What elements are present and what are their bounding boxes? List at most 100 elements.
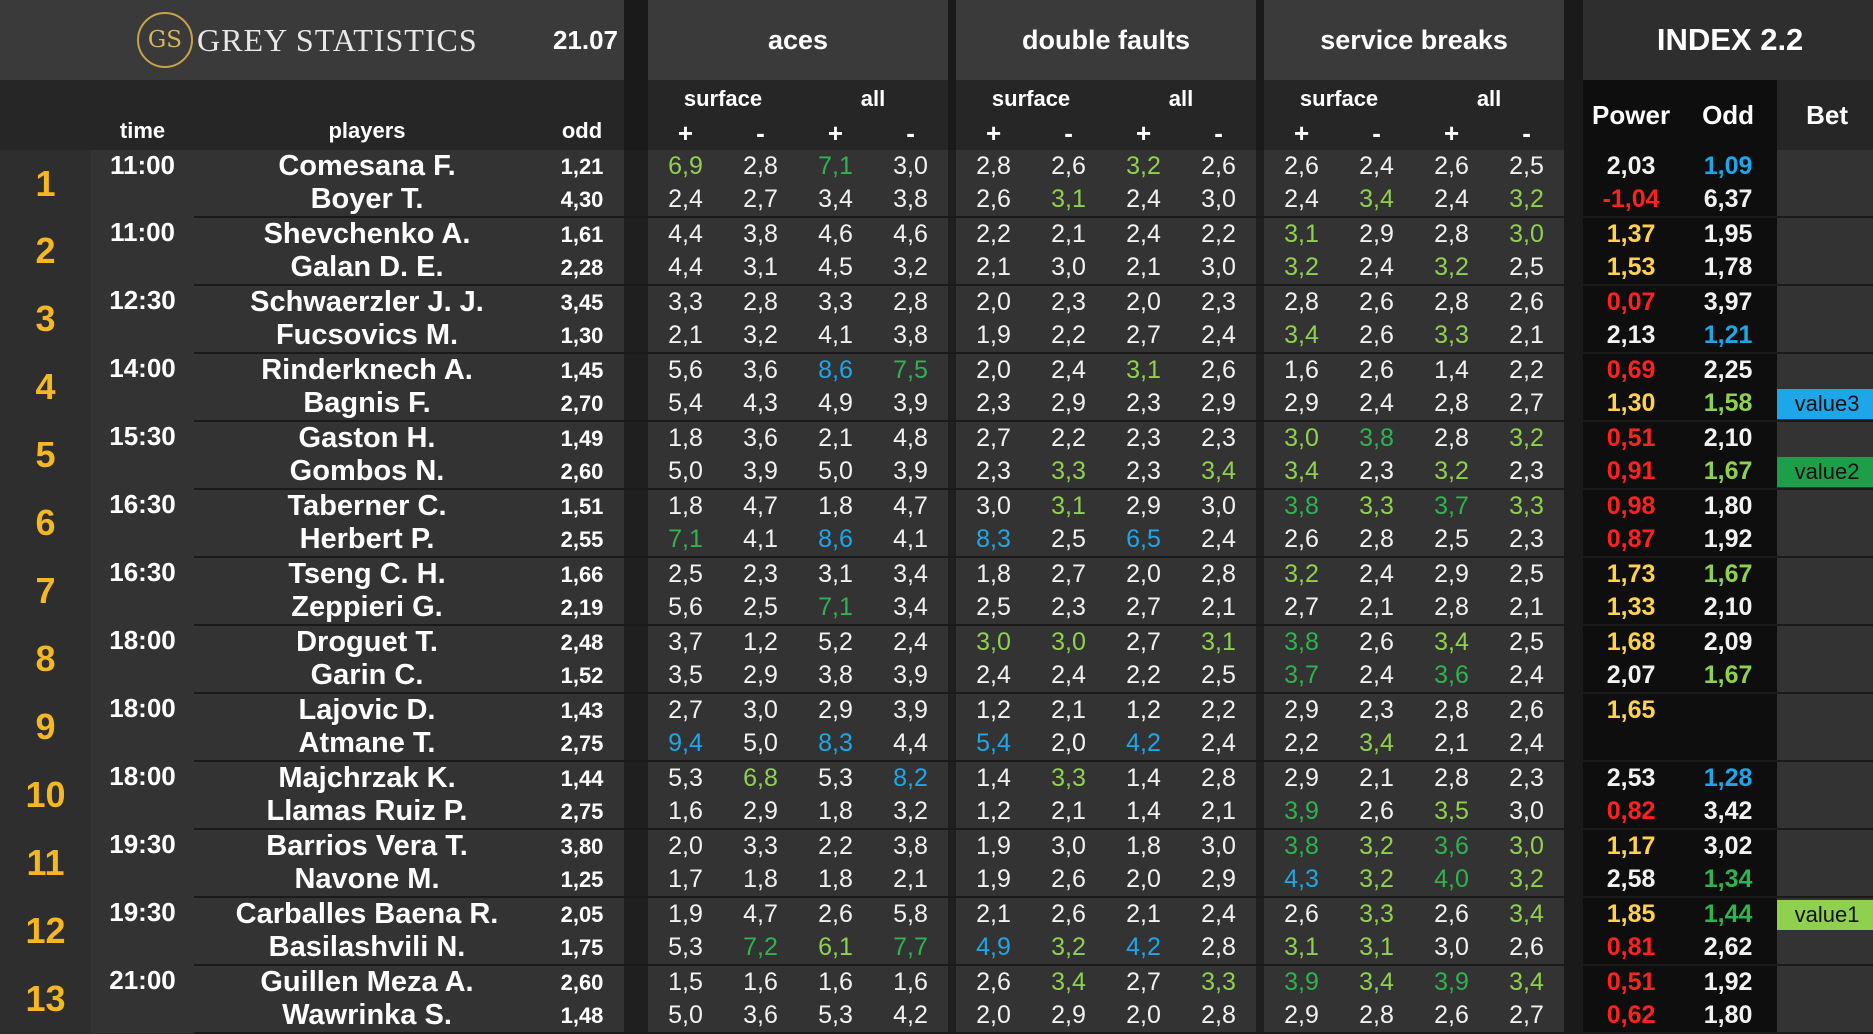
player-name: Comesana F. [194, 150, 541, 183]
col-odd: odd [540, 80, 625, 150]
match-number: 3 [0, 285, 91, 353]
stat-cell: 2,5 [1489, 625, 1565, 659]
stat-cell: 1,6 [648, 795, 724, 830]
stat-cell: 4,4 [648, 217, 724, 251]
player-name: Carballes Baena R. [194, 897, 541, 931]
stat-cell: 2,0 [956, 285, 1032, 319]
stat-cell: 2,5 [1489, 557, 1565, 591]
stat-cell: 2,4 [873, 625, 949, 659]
player-name: Garin C. [194, 659, 541, 694]
stat-cell: 3,3 [1489, 489, 1565, 523]
plus-label: + [956, 117, 1032, 150]
player-name: Shevchenko A. [194, 217, 541, 251]
bet-cell [1777, 285, 1873, 319]
stat-cell: 3,1 [1264, 931, 1340, 966]
player-odd: 2,75 [540, 795, 625, 830]
table-row: Herbert P. 2,55 7,1 4,1 8,6 4,1 8,3 2,5 6,5 2,4 2,… [0, 523, 1873, 558]
stat-cell: 2,7 [1106, 319, 1182, 354]
stat-cell: 2,5 [1489, 150, 1565, 183]
stat-cell: 3,2 [1489, 183, 1565, 218]
stat-cell: 3,5 [1414, 795, 1490, 830]
stat-cell: 3,3 [1339, 897, 1415, 931]
stat-cell: 4,4 [873, 727, 949, 762]
index-odd-value: 1,58 [1679, 387, 1778, 422]
player-odd: 4,30 [540, 183, 625, 218]
stat-cell: 2,1 [1031, 693, 1107, 727]
stat-cell: 2,8 [723, 285, 799, 319]
stat-cell: 2,6 [1031, 150, 1107, 183]
stat-cell: 2,4 [1339, 251, 1415, 286]
stat-cell: 2,1 [1031, 217, 1107, 251]
stat-cell: 2,6 [798, 897, 874, 931]
stat-cell: 2,4 [1181, 897, 1257, 931]
player-name: Taberner C. [194, 489, 541, 523]
stat-cell: 8,6 [798, 353, 874, 387]
player-name: Wawrinka S. [194, 999, 541, 1034]
stat-cell: 3,2 [1339, 863, 1415, 898]
stat-cell: 2,8 [1181, 931, 1257, 966]
stat-cell: 3,5 [648, 659, 724, 694]
match-number: 1 [0, 150, 91, 217]
stat-cell: 3,2 [1339, 829, 1415, 863]
stat-cell: 1,8 [798, 795, 874, 830]
player-odd: 1,52 [540, 659, 625, 694]
stat-cell: 2,1 [1339, 761, 1415, 795]
stat-cell: 2,9 [1414, 557, 1490, 591]
stat-cell: 2,5 [1181, 659, 1257, 694]
stat-cell: 5,6 [648, 591, 724, 626]
bet-cell [1777, 965, 1873, 999]
table-row: Zeppieri G. 2,19 5,6 2,5 7,1 3,4 2,5 2,3 2,7 2,1 2… [0, 591, 1873, 626]
player-name: Schwaerzler J. J. [194, 285, 541, 319]
power-value: 2,58 [1583, 863, 1680, 898]
stat-cell: 4,7 [723, 489, 799, 523]
stat-cell: 2,6 [1181, 150, 1257, 183]
power-value [1583, 727, 1680, 762]
stat-cell: 2,1 [1181, 591, 1257, 626]
stat-cell: 2,2 [1264, 727, 1340, 762]
stat-cell: 5,0 [648, 999, 724, 1034]
stat-cell: 3,2 [1031, 931, 1107, 966]
stat-cell: 2,9 [1339, 217, 1415, 251]
stat-cell: 2,1 [648, 319, 724, 354]
stat-cell: 2,0 [1106, 557, 1182, 591]
stat-cell: 3,1 [1106, 353, 1182, 387]
match-number: 5 [0, 421, 91, 489]
stat-cell: 2,5 [1489, 251, 1565, 286]
group-title-double-faults: double faults [956, 0, 1257, 80]
stat-cell: 2,8 [1414, 217, 1490, 251]
stat-cell: 1,9 [956, 319, 1032, 354]
stat-cell: 2,4 [1106, 183, 1182, 218]
plus-label: + [798, 117, 874, 150]
stat-cell: 2,9 [1264, 693, 1340, 727]
stat-cell: 3,1 [798, 557, 874, 591]
stat-cell: 2,3 [1489, 523, 1565, 558]
table-row: 2 11:00 Shevchenko A. 1,61 4,4 3,8 4,6 4,6 2,2 2,… [0, 217, 1873, 285]
stat-cell: 2,6 [956, 965, 1032, 999]
stat-cell: 8,2 [873, 761, 949, 795]
stat-cell: 3,4 [1264, 319, 1340, 354]
index-odd-value: 2,62 [1679, 931, 1778, 966]
stat-cell: 2,9 [1031, 387, 1107, 422]
index-odd-value: 3,42 [1679, 795, 1778, 830]
stat-cell: 5,0 [648, 455, 724, 490]
power-value: 2,53 [1583, 761, 1680, 795]
stat-cell: 2,4 [1489, 727, 1565, 762]
match-time: 19:30 [91, 897, 194, 965]
stat-cell: 2,6 [1339, 353, 1415, 387]
index-odd-value: 3,02 [1679, 829, 1778, 863]
bet-cell [1777, 863, 1873, 898]
stat-cell: 2,1 [1489, 591, 1565, 626]
header-top-row: GS GREY STATISTICS 21.07 aces double faul… [0, 0, 1873, 80]
logo: GS GREY STATISTICS [91, 0, 541, 80]
bet-cell [1777, 727, 1873, 762]
stat-cell: 2,3 [1106, 421, 1182, 455]
stat-cell: 2,6 [1181, 353, 1257, 387]
stat-cell: 2,4 [1339, 387, 1415, 422]
stat-cell: 2,6 [1414, 150, 1490, 183]
index-odd-value: 1,34 [1679, 863, 1778, 898]
match-time: 16:30 [91, 489, 194, 557]
stat-cell: 3,9 [873, 693, 949, 727]
stat-cell: 2,0 [956, 353, 1032, 387]
stat-cell: 3,6 [723, 353, 799, 387]
